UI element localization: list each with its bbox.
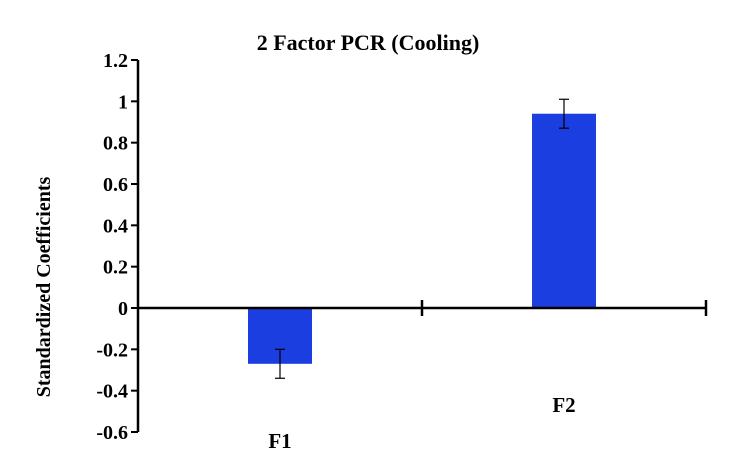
y-tick-label: 1 [118, 91, 128, 113]
y-tick-label: 0.4 [103, 215, 128, 237]
chart-title: 2 Factor PCR (Cooling) [257, 30, 480, 55]
y-tick-label: 0.2 [103, 257, 128, 279]
axes [136, 60, 708, 432]
bar-f2 [532, 113, 596, 308]
y-tick-label: 1.2 [103, 50, 128, 72]
y-tick-label: -0.2 [96, 339, 128, 361]
y-tick-label: -0.6 [96, 422, 128, 444]
y-axis-ticks: 1.2 1 0.8 0.6 0.4 0.2 0 -0.2 -0.4 -0.6 [96, 50, 138, 444]
category-labels: F1 F2 [268, 393, 575, 453]
y-axis-label: Standardized Coefficients [33, 177, 55, 398]
y-tick-label: 0 [118, 298, 128, 320]
y-tick-label: -0.4 [96, 381, 128, 403]
bars [248, 98, 596, 379]
y-tick-label: 0.8 [103, 133, 128, 155]
category-label-f2: F2 [552, 393, 575, 417]
y-tick-label: 0.6 [103, 174, 128, 196]
category-label-f1: F1 [268, 429, 291, 453]
